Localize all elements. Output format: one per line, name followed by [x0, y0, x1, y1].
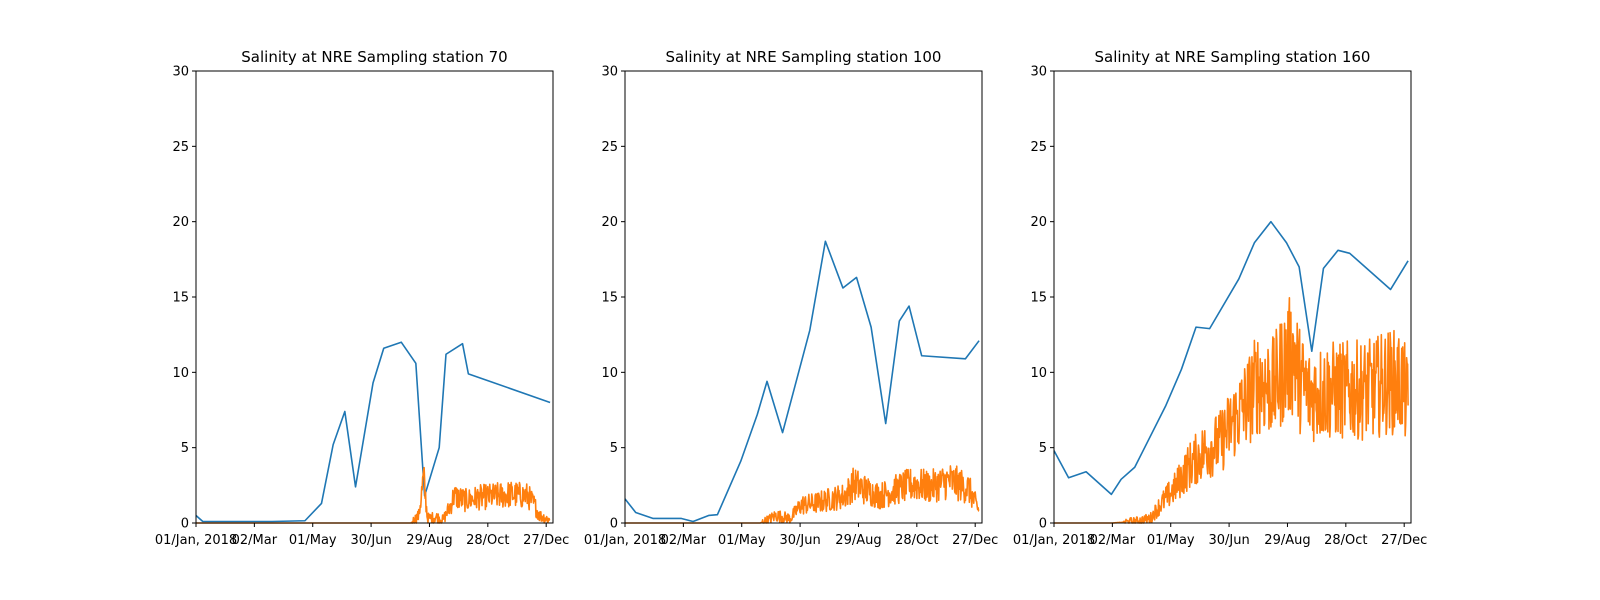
y-tick-label: 15: [172, 291, 189, 306]
y-tick-label: 5: [610, 441, 618, 456]
y-tick-label: 30: [1030, 65, 1047, 80]
x-tick-label: 29/Aug: [406, 533, 452, 548]
x-tick-label: 30/Jun: [350, 533, 391, 548]
x-tick-label: 27/Dec: [952, 533, 998, 548]
x-tick-label: 01/Jan, 2018: [155, 533, 237, 548]
y-tick-label: 10: [601, 366, 618, 381]
y-tick-label: 30: [172, 65, 189, 80]
x-tick-label: 02/Mar: [1090, 533, 1136, 548]
y-tick-label: 20: [172, 215, 189, 230]
y-tick-label: 10: [172, 366, 189, 381]
series-line-1: [195, 341, 551, 523]
y-tick-label: 0: [610, 517, 618, 532]
x-tick-label: 01/Jan, 2018: [584, 533, 666, 548]
axes-frame: [195, 70, 554, 524]
x-tick-label: 28/Oct: [895, 533, 938, 548]
x-tick-label: 01/May: [289, 533, 337, 548]
x-tick-label: 01/May: [1147, 533, 1195, 548]
y-tick-label: 20: [1030, 215, 1047, 230]
chart-title: Salinity at NRE Sampling station 70: [241, 48, 507, 66]
x-tick-label: 28/Oct: [1324, 533, 1367, 548]
chart-panel-station-100: Salinity at NRE Sampling station 100 0 5 1…: [584, 48, 998, 548]
y-tick-label: 5: [1039, 441, 1047, 456]
y-tick-label: 10: [1030, 366, 1047, 381]
x-tick-label: 29/Aug: [835, 533, 881, 548]
series-line-1: [624, 240, 980, 523]
series-line-1: [1053, 220, 1409, 496]
x-tick-label: 28/Oct: [466, 533, 509, 548]
chart-title: Salinity at NRE Sampling station 160: [1095, 48, 1371, 66]
axes-frame: [1053, 70, 1412, 524]
x-tick-label: 02/Mar: [232, 533, 278, 548]
x-tick-label: 01/May: [718, 533, 766, 548]
y-tick-label: 25: [1030, 140, 1047, 155]
x-tick-label: 30/Jun: [1208, 533, 1249, 548]
x-tick-label: 27/Dec: [523, 533, 569, 548]
series-line-2: [1053, 297, 1409, 524]
chart-panel-station-160: Salinity at NRE Sampling station 160 0 5 1…: [1013, 48, 1427, 548]
chart-title: Salinity at NRE Sampling station 100: [666, 48, 942, 66]
y-tick-label: 25: [601, 140, 618, 155]
x-tick-label: 01/Jan, 2018: [1013, 533, 1095, 548]
y-tick-label: 25: [172, 140, 189, 155]
chart-panel-station-70: Salinity at NRE Sampling station 70 0 5 10…: [155, 48, 569, 548]
series-line-2: [195, 466, 551, 524]
x-tick-label: 30/Jun: [779, 533, 820, 548]
series-line-2: [624, 465, 980, 524]
x-tick-label: 27/Dec: [1381, 533, 1427, 548]
x-tick-label: 02/Mar: [661, 533, 707, 548]
axes-frame: [624, 70, 983, 524]
y-tick-label: 0: [1039, 517, 1047, 532]
y-tick-label: 20: [601, 215, 618, 230]
y-tick-label: 0: [181, 517, 189, 532]
y-tick-label: 5: [181, 441, 189, 456]
y-tick-label: 15: [601, 291, 618, 306]
x-tick-label: 29/Aug: [1264, 533, 1310, 548]
y-tick-label: 30: [601, 65, 618, 80]
y-tick-label: 15: [1030, 291, 1047, 306]
